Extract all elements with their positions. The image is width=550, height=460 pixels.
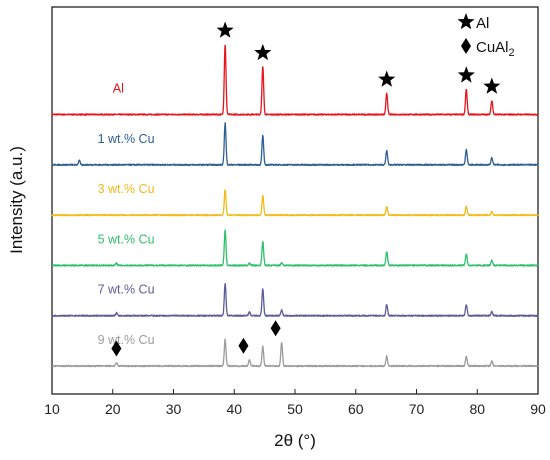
- x-tick-label-80: 80: [469, 401, 485, 417]
- x-axis-ticks: 10 20 30 40 50 60 70 80 90: [44, 389, 546, 417]
- x-tick-label-90: 90: [530, 401, 546, 417]
- legend-diamond-shape: [461, 38, 471, 54]
- al-peak-star-2: [254, 43, 272, 61]
- x-tick-label-20: 20: [105, 401, 121, 417]
- legend-star-icon: [457, 13, 475, 30]
- al-peak-star-1: [216, 21, 234, 38]
- series-traces: [51, 44, 539, 368]
- x-tick-label-60: 60: [348, 401, 364, 417]
- series-line-1: [51, 44, 539, 116]
- series-line-3: [51, 189, 539, 217]
- x-axis-title: 2θ (°): [274, 431, 316, 450]
- al-peak-star-5: [483, 77, 501, 94]
- legend: Al CuAl2: [457, 13, 515, 59]
- x-tick-label-50: 50: [287, 401, 303, 417]
- legend-label-cual2-main: CuAl: [476, 39, 509, 56]
- legend-star-shape: [457, 13, 475, 30]
- cual2-peak-diamond-2: [238, 337, 249, 354]
- cual2-peak-diamond-1: [111, 340, 122, 357]
- al-peak-star-3: [378, 70, 396, 87]
- x-tick-label-10: 10: [44, 401, 60, 417]
- peak-markers: [111, 21, 501, 357]
- series-label-1: Al: [113, 82, 124, 96]
- legend-label-cual2: CuAl2: [476, 39, 515, 59]
- series-line-6: [51, 338, 539, 368]
- y-axis-title: Intensity (a.u.): [7, 146, 26, 254]
- x-tick-label-70: 70: [409, 401, 425, 417]
- legend-label-cual2-sub: 2: [509, 47, 515, 59]
- series-line-4: [51, 229, 539, 267]
- series-label-4: 5 wt.% Cu: [98, 232, 155, 246]
- legend-label-al: Al: [476, 15, 489, 32]
- legend-diamond-icon: [461, 38, 471, 54]
- series-line-5: [51, 283, 539, 317]
- series-label-2: 1 wt.% Cu: [98, 132, 155, 146]
- series-label-5: 7 wt.% Cu: [98, 283, 155, 297]
- al-peak-star-4: [457, 66, 475, 83]
- cual2-peak-diamond-3: [270, 320, 281, 337]
- x-tick-label-40: 40: [226, 401, 242, 417]
- series-label-6: 9 wt.% Cu: [98, 333, 155, 347]
- series-label-3: 3 wt.% Cu: [98, 182, 155, 196]
- series-labels: Al 1 wt.% Cu 3 wt.% Cu 5 wt.% Cu 7 wt.% Cu 9 …: [98, 82, 155, 348]
- x-tick-label-30: 30: [166, 401, 182, 417]
- series-line-2: [51, 122, 539, 167]
